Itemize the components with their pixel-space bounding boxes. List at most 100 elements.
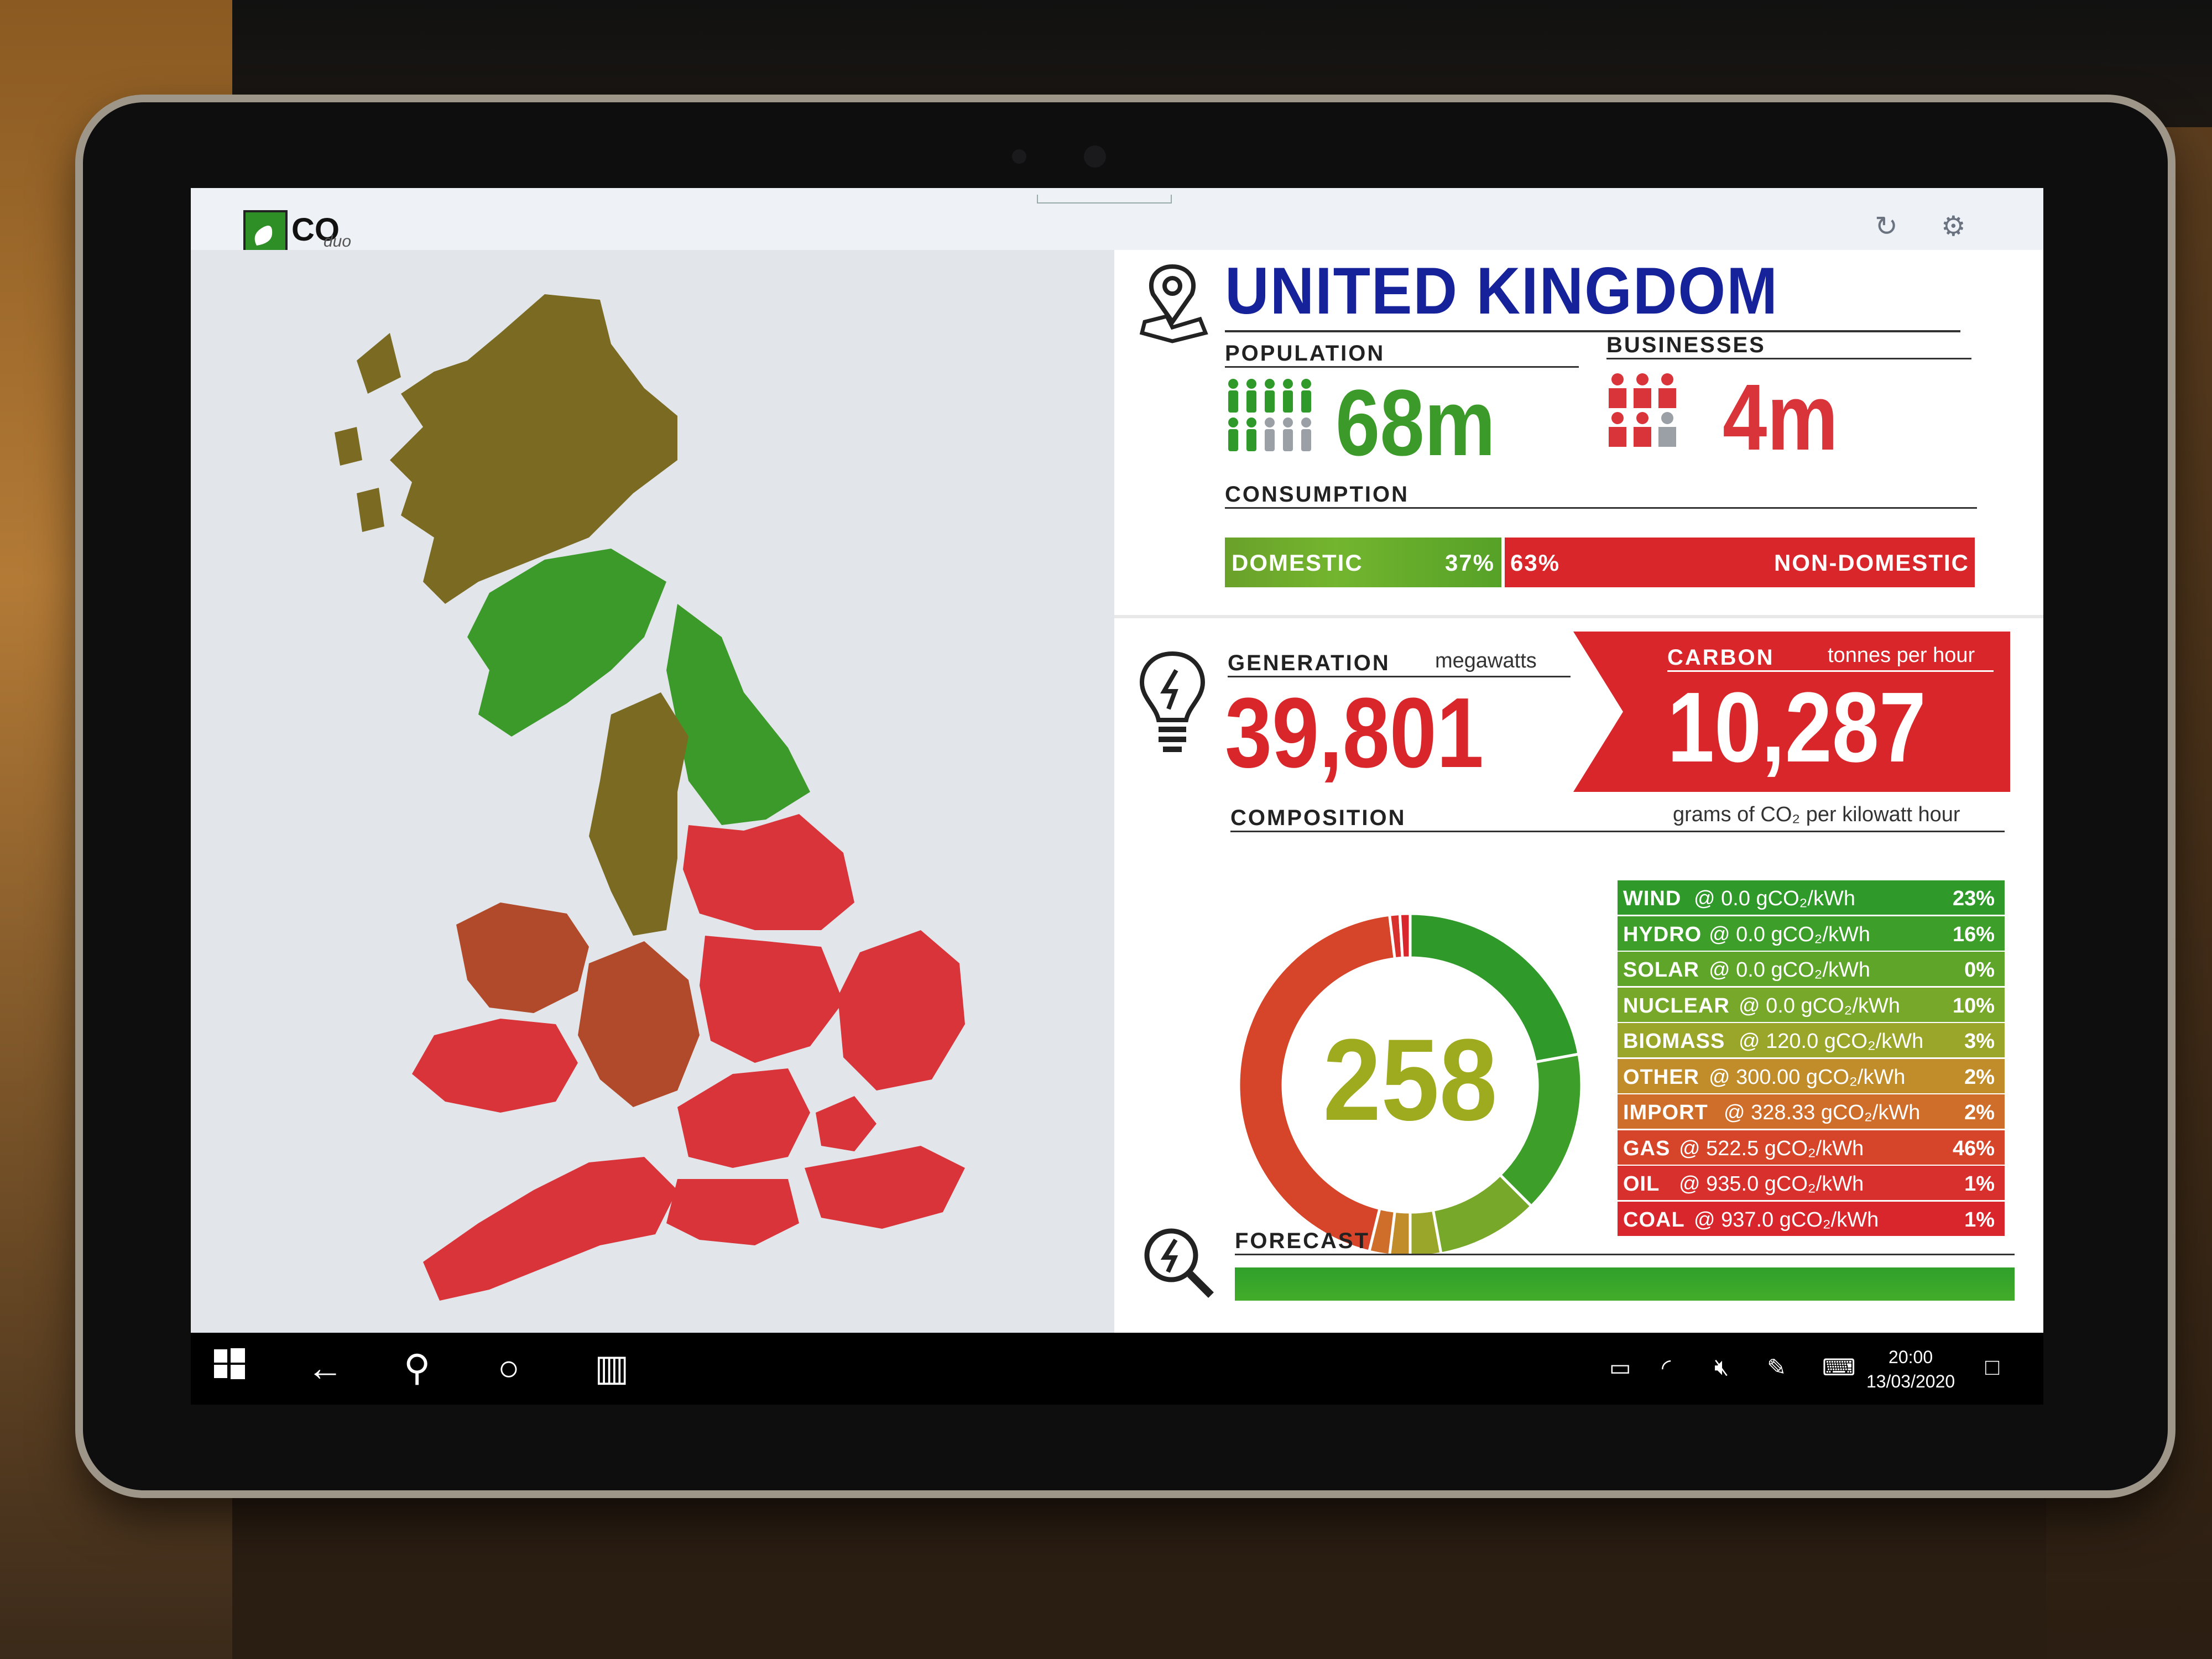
map-region-south[interactable] xyxy=(666,1179,799,1245)
title-bar: CO duo ↻ ⚙ xyxy=(191,188,2043,254)
wifi-icon[interactable]: ◜ xyxy=(1662,1354,1671,1380)
tablet-screen: CO duo ↻ ⚙ xyxy=(191,188,2043,1405)
windows-start-icon[interactable] xyxy=(213,1347,246,1389)
map-region-south-west[interactable] xyxy=(423,1157,677,1301)
task-view-icon[interactable]: ▥ xyxy=(594,1347,629,1388)
gear-icon[interactable]: ⚙ xyxy=(1941,211,1966,242)
consumption-underline xyxy=(1225,507,1977,509)
source-pct: 1% xyxy=(1964,1172,1995,1196)
map-region-north-east[interactable] xyxy=(666,604,810,825)
source-pct: 16% xyxy=(1952,922,1995,946)
domestic-pct: 37% xyxy=(1444,550,1495,576)
source-rate: @ 0.0 gCO₂/kWh xyxy=(1709,958,1870,982)
composition-row-wind: WIND @ 0.0 gCO₂/kWh 23% xyxy=(1618,880,2005,915)
source-name: SOLAR xyxy=(1623,958,1699,982)
generation-unit: megawatts xyxy=(1435,649,1537,672)
uk-map-pane xyxy=(191,250,1114,1333)
map-region-south-wales[interactable] xyxy=(412,1019,578,1113)
map-region-north-wales[interactable] xyxy=(456,902,589,1013)
composition-row-coal: COAL @ 937.0 gCO₂/kWh 1% xyxy=(1618,1201,2005,1236)
domestic-consumption-bar: DOMESTIC 37% xyxy=(1225,538,1501,587)
source-name: GAS xyxy=(1623,1136,1671,1160)
businesses-people-icon xyxy=(1609,373,1676,447)
source-name: OIL xyxy=(1623,1172,1660,1196)
composition-row-solar: SOLAR @ 0.0 gCO₂/kWh 0% xyxy=(1618,952,2005,986)
source-name: WIND xyxy=(1623,887,1682,910)
clock-date: 13/03/2020 xyxy=(1866,1371,1955,1391)
forecast-search-icon xyxy=(1144,1228,1214,1298)
businesses-label: BUSINESSES xyxy=(1606,333,1766,357)
composition-row-gas: GAS @ 522.5 gCO₂/kWh 46% xyxy=(1618,1130,2005,1165)
donut-slice-coal xyxy=(1398,912,1412,960)
map-region-east-midlands[interactable] xyxy=(700,936,843,1063)
notification-icon[interactable]: □ xyxy=(1985,1354,2000,1380)
source-rate: @ 522.5 gCO₂/kWh xyxy=(1679,1136,1864,1160)
footprint-logo-icon xyxy=(243,210,288,254)
source-pct: 10% xyxy=(1952,994,1995,1018)
source-pct: 3% xyxy=(1964,1030,1995,1053)
map-region-south-scotland[interactable] xyxy=(467,549,666,737)
taskbar-clock[interactable]: 20:00 13/03/2020 xyxy=(1866,1345,1955,1394)
consumption-label: CONSUMPTION xyxy=(1225,482,1409,507)
search-icon[interactable]: ⚲ xyxy=(404,1347,431,1388)
source-name: IMPORT xyxy=(1623,1101,1708,1124)
uk-region-map xyxy=(335,294,965,1301)
population-people-icon xyxy=(1228,379,1311,451)
source-pct: 1% xyxy=(1964,1208,1995,1232)
refresh-icon[interactable]: ↻ xyxy=(1875,211,1898,242)
cortana-circle-icon[interactable]: ○ xyxy=(498,1347,520,1388)
carbon-intensity-value: 258 xyxy=(1323,1015,1498,1145)
pen-icon[interactable]: ✎ xyxy=(1767,1354,1787,1380)
composition-underline xyxy=(1230,831,2005,832)
country-info-pane: UNITED KINGDOM POPULATION xyxy=(1114,250,2043,1333)
forecast-label: FORECAST xyxy=(1235,1229,1370,1253)
composition-row-hydro: HYDRO @ 0.0 gCO₂/kWh 16% xyxy=(1618,916,2005,951)
source-pct: 23% xyxy=(1952,887,1995,910)
source-rate: @ 0.0 gCO₂/kWh xyxy=(1739,994,1900,1018)
map-region-scotland-islands[interactable] xyxy=(335,333,401,532)
composition-donut-chart xyxy=(1237,912,1583,1258)
map-region-east-england[interactable] xyxy=(838,930,965,1091)
composition-row-biomass: BIOMASS @ 120.0 gCO₂/kWh 3% xyxy=(1618,1023,2005,1057)
map-region-north-west[interactable] xyxy=(589,692,688,936)
composition-row-nuclear: NUCLEAR @ 0.0 gCO₂/kWh 10% xyxy=(1618,987,2005,1022)
map-region-london[interactable] xyxy=(816,1096,877,1151)
businesses-underline xyxy=(1606,358,1971,359)
source-rate: @ 937.0 gCO₂/kWh xyxy=(1694,1208,1879,1232)
app-logo-text: CO xyxy=(291,212,340,248)
location-pin-icon xyxy=(1139,264,1208,343)
map-region-midlands[interactable] xyxy=(578,941,700,1107)
keyboard-icon[interactable]: ⌨ xyxy=(1822,1354,1856,1380)
source-rate: @ 935.0 gCO₂/kWh xyxy=(1679,1172,1864,1196)
source-rate: @ 0.0 gCO₂/kWh xyxy=(1709,922,1870,946)
carbon-value: 10,287 xyxy=(1667,672,1926,783)
battery-icon[interactable]: ▭ xyxy=(1609,1354,1631,1380)
non-domestic-label: NON-DOMESTIC xyxy=(1774,550,1969,576)
source-pct: 0% xyxy=(1964,958,1995,982)
source-rate: @ 300.00 gCO₂/kWh xyxy=(1709,1065,1906,1089)
forecast-underline xyxy=(1235,1254,2015,1255)
source-rate: @ 120.0 gCO₂/kWh xyxy=(1739,1030,1924,1053)
back-arrow-icon[interactable]: ← xyxy=(307,1347,343,1388)
map-region-south-east[interactable] xyxy=(805,1146,965,1229)
non-domestic-consumption-bar: 63% NON-DOMESTIC xyxy=(1505,538,1975,587)
app-logo-subtext: duo xyxy=(324,232,352,251)
volume-muted-icon[interactable]: 🔇︎ xyxy=(1714,1354,1729,1380)
tablet-camera xyxy=(1012,149,1026,164)
population-label: POPULATION xyxy=(1225,341,1385,366)
map-region-yorkshire[interactable] xyxy=(683,814,854,930)
composition-row-other: OTHER @ 300.00 gCO₂/kWh 2% xyxy=(1618,1058,2005,1093)
composition-row-import: IMPORT @ 328.33 gCO₂/kWh 2% xyxy=(1618,1094,2005,1129)
window-drag-handle[interactable] xyxy=(1037,195,1172,204)
composition-source-list: WIND @ 0.0 gCO₂/kWh 23% HYDRO @ 0.0 gCO₂/kWh… xyxy=(1618,880,2005,1240)
forecast-bar[interactable] xyxy=(1235,1267,2015,1301)
title-underline xyxy=(1225,330,1960,332)
domestic-label: DOMESTIC xyxy=(1232,550,1363,576)
source-rate: @ 328.33 gCO₂/kWh xyxy=(1724,1101,1921,1124)
carbon-label: CARBON xyxy=(1667,645,1775,670)
map-region-scotland[interactable] xyxy=(390,294,677,604)
composition-row-oil: OIL @ 935.0 gCO₂/kWh 1% xyxy=(1618,1166,2005,1200)
section-divider xyxy=(1114,615,2043,618)
map-region-west-midlands[interactable] xyxy=(677,1068,810,1168)
source-pct: 46% xyxy=(1952,1136,1995,1160)
